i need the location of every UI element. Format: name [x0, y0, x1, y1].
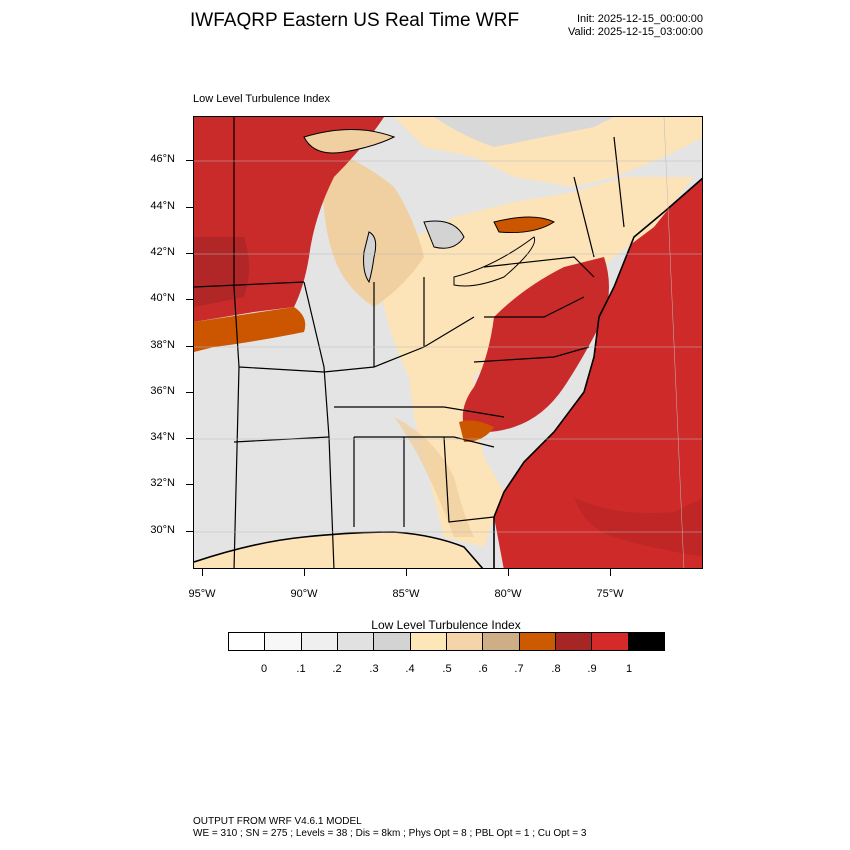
colorbar-swatch — [337, 633, 375, 650]
colorbar-label: .8 — [551, 663, 561, 675]
ocean-high-region — [494, 178, 702, 568]
colorbar-swatch — [265, 633, 302, 650]
lake-ontario — [493, 216, 556, 233]
colorbar-label: .5 — [442, 663, 452, 675]
colorbar — [228, 632, 665, 651]
lat-label: 42°N — [150, 246, 175, 258]
axis-tick — [610, 569, 611, 576]
lake-huron — [423, 220, 465, 249]
colorbar-swatch — [555, 633, 593, 650]
colorbar-label: .1 — [296, 663, 306, 675]
lat-label: 32°N — [150, 477, 175, 489]
lake-michigan — [363, 231, 377, 284]
axis-tick — [186, 160, 193, 161]
lon-label: 80°W — [494, 588, 522, 600]
east-coastline — [493, 177, 702, 568]
colorbar-swatch — [301, 633, 338, 650]
colorbar-title: Low Level Turbulence Index — [371, 618, 521, 632]
plot-title: IWFAQRP Eastern US Real Time WRF — [190, 10, 520, 31]
lat-label: 34°N — [150, 431, 175, 443]
valid-time: Valid: 2025-12-15_03:00:00 — [568, 26, 703, 38]
gulf-region — [194, 532, 483, 568]
init-time: Init: 2025-12-15_00:00:00 — [577, 13, 703, 25]
state-boundaries — [194, 117, 625, 568]
turbulence-map — [193, 116, 703, 569]
colorbar-label: .6 — [478, 663, 488, 675]
axis-tick — [202, 569, 203, 576]
colorbar-label: 1 — [625, 663, 633, 675]
lat-label: 30°N — [150, 524, 175, 536]
colorbar-swatch — [592, 633, 629, 650]
colorbar-label: 0 — [260, 663, 268, 675]
colorbar-label: .2 — [332, 663, 342, 675]
axis-tick — [186, 253, 193, 254]
colorbar-swatch — [519, 633, 556, 650]
lake-superior — [303, 129, 396, 154]
axis-tick — [186, 392, 193, 393]
colorbar-swatch — [483, 633, 520, 650]
colorbar-label: .9 — [587, 663, 597, 675]
model-config: WE = 310 ; SN = 275 ; Levels = 38 ; Dis … — [193, 828, 587, 839]
moderate-tan-patch — [394, 417, 474, 537]
midatlantic-high-region — [462, 257, 609, 432]
axis-tick — [304, 569, 305, 576]
axis-tick — [186, 531, 193, 532]
graticule — [194, 117, 702, 568]
map-subtitle: Low Level Turbulence Index — [193, 93, 330, 105]
ocean-band — [574, 497, 702, 557]
axis-tick — [186, 299, 193, 300]
canada-gray — [434, 117, 614, 147]
lake-erie — [453, 236, 536, 287]
colorbar-label: .7 — [514, 663, 524, 675]
midwest-tan — [322, 147, 424, 307]
lon-label: 90°W — [290, 588, 318, 600]
axis-tick — [186, 346, 193, 347]
axis-tick — [406, 569, 407, 576]
gulf-coastline — [194, 531, 484, 568]
lat-label: 38°N — [150, 339, 175, 351]
lat-label: 46°N — [150, 153, 175, 165]
lat-label: 40°N — [150, 292, 175, 304]
axis-tick — [186, 438, 193, 439]
axis-tick — [186, 207, 193, 208]
time-info: Init: 2025-12-15_00:00:00 Valid: 2025-12… — [520, 13, 703, 39]
model-info: OUTPUT FROM WRF V4.6.1 MODEL WE = 310 ; … — [193, 816, 586, 840]
lon-label: 85°W — [392, 588, 420, 600]
model-version: OUTPUT FROM WRF V4.6.1 MODEL — [193, 816, 362, 827]
plains-orange-fringe — [194, 307, 306, 352]
axis-tick — [186, 484, 193, 485]
colorbar-swatch — [628, 633, 664, 650]
colorbar-swatch — [229, 633, 266, 650]
lon-label: 95°W — [188, 588, 216, 600]
lat-label: 36°N — [150, 385, 175, 397]
axis-tick — [508, 569, 509, 576]
colorbar-label: .4 — [405, 663, 415, 675]
midatlantic-orange-fringe — [459, 420, 494, 442]
colorbar-swatch — [410, 633, 447, 650]
plains-very-high — [194, 237, 249, 307]
map-canvas — [194, 117, 702, 568]
colorbar-label: .3 — [369, 663, 379, 675]
lat-label: 44°N — [150, 200, 175, 212]
lon-label: 75°W — [596, 588, 624, 600]
colorbar-swatch — [374, 633, 411, 650]
colorbar-swatch — [446, 633, 484, 650]
